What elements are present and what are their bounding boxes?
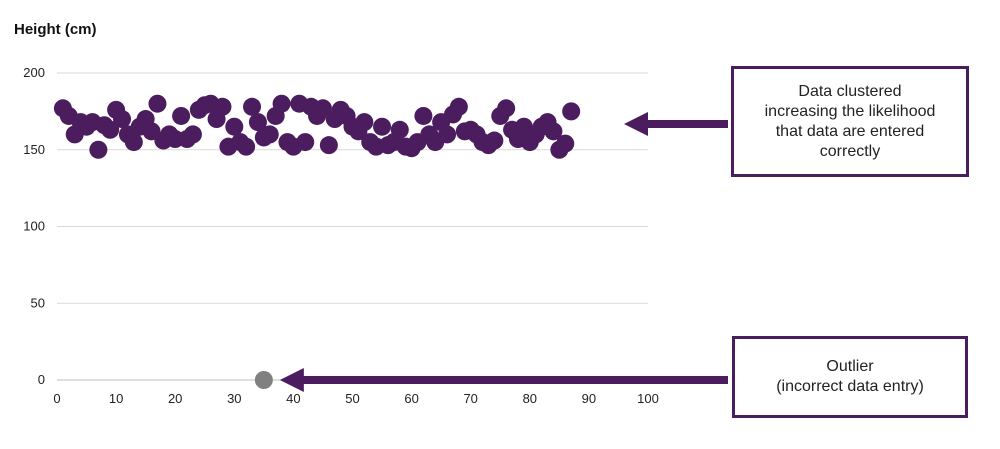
cluster-data-point xyxy=(101,120,120,139)
x-tick-label: 90 xyxy=(582,391,596,406)
outlier-data-point xyxy=(254,371,273,389)
x-tick-label: 60 xyxy=(404,391,418,406)
outlier-callout-line: Outlier xyxy=(826,358,874,375)
cluster-data-point xyxy=(237,137,256,156)
cluster-data-point xyxy=(148,94,167,113)
cluster-arrow xyxy=(624,112,728,136)
cluster-data-point xyxy=(414,106,433,125)
cluster-data-point xyxy=(485,131,504,150)
x-tick-label: 0 xyxy=(53,391,60,406)
cluster-data-point xyxy=(390,120,409,139)
cluster-data-point xyxy=(544,122,563,141)
x-tick-label: 40 xyxy=(286,391,300,406)
x-tick-label: 20 xyxy=(168,391,182,406)
cluster-data-point xyxy=(243,97,262,116)
cluster-callout-line: increasing the likelihood xyxy=(764,102,936,120)
cluster-data-point xyxy=(497,99,516,118)
outlier-arrow xyxy=(279,368,728,392)
y-tick-label: 100 xyxy=(23,219,45,234)
data-points xyxy=(53,94,581,389)
y-axis-label: Height (cm) xyxy=(14,21,97,38)
cluster-callout-line: correctly xyxy=(819,142,881,160)
cluster-data-point xyxy=(248,113,267,132)
cluster-data-point xyxy=(373,117,392,136)
x-tick-label: 100 xyxy=(637,391,659,406)
y-tick-label: 50 xyxy=(31,295,45,310)
tick-labels: 0 50 100 150 200 0 10 20 30 40 50 60 70 80 90 100 xyxy=(23,65,659,406)
y-tick-label: 0 xyxy=(38,372,45,387)
y-tick-label: 200 xyxy=(23,65,45,80)
x-tick-label: 10 xyxy=(109,391,123,406)
x-tick-label: 50 xyxy=(345,391,359,406)
cluster-callout-line: that data are entered xyxy=(775,122,925,140)
outlier-callout-line: (incorrect data entry) xyxy=(776,378,924,395)
cluster-data-point xyxy=(313,99,332,118)
cluster-data-point xyxy=(113,110,132,129)
cluster-data-point xyxy=(260,125,279,144)
cluster-data-point xyxy=(272,94,291,113)
x-tick-label: 70 xyxy=(463,391,477,406)
cluster-data-point xyxy=(556,134,575,153)
x-tick-label: 80 xyxy=(523,391,537,406)
cluster-data-point xyxy=(183,125,202,144)
callout-arrows xyxy=(279,112,728,392)
cluster-data-point xyxy=(562,102,581,121)
cluster-callout-line: Data clustered xyxy=(798,82,902,100)
cluster-callout-box: Data clustered increasing the likelihood… xyxy=(731,66,969,177)
cluster-data-point xyxy=(438,125,457,144)
outlier-callout-box: Outlier (incorrect data entry) xyxy=(732,336,968,418)
x-tick-label: 30 xyxy=(227,391,241,406)
cluster-data-point xyxy=(225,117,244,136)
cluster-data-point xyxy=(355,113,374,132)
cluster-data-point xyxy=(296,133,315,152)
cluster-data-point xyxy=(449,97,468,116)
cluster-data-point xyxy=(89,140,108,159)
y-tick-label: 150 xyxy=(23,142,45,157)
cluster-data-point xyxy=(172,106,191,125)
cluster-data-point xyxy=(213,97,232,116)
cluster-data-point xyxy=(319,136,338,155)
gridlines xyxy=(57,72,648,304)
cluster-data-point xyxy=(124,133,143,152)
